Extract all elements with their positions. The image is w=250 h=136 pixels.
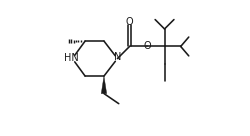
- Text: HN: HN: [64, 53, 79, 63]
- Text: O: O: [143, 41, 150, 51]
- Text: O: O: [125, 17, 133, 27]
- Polygon shape: [101, 76, 106, 94]
- Text: N: N: [114, 52, 121, 62]
